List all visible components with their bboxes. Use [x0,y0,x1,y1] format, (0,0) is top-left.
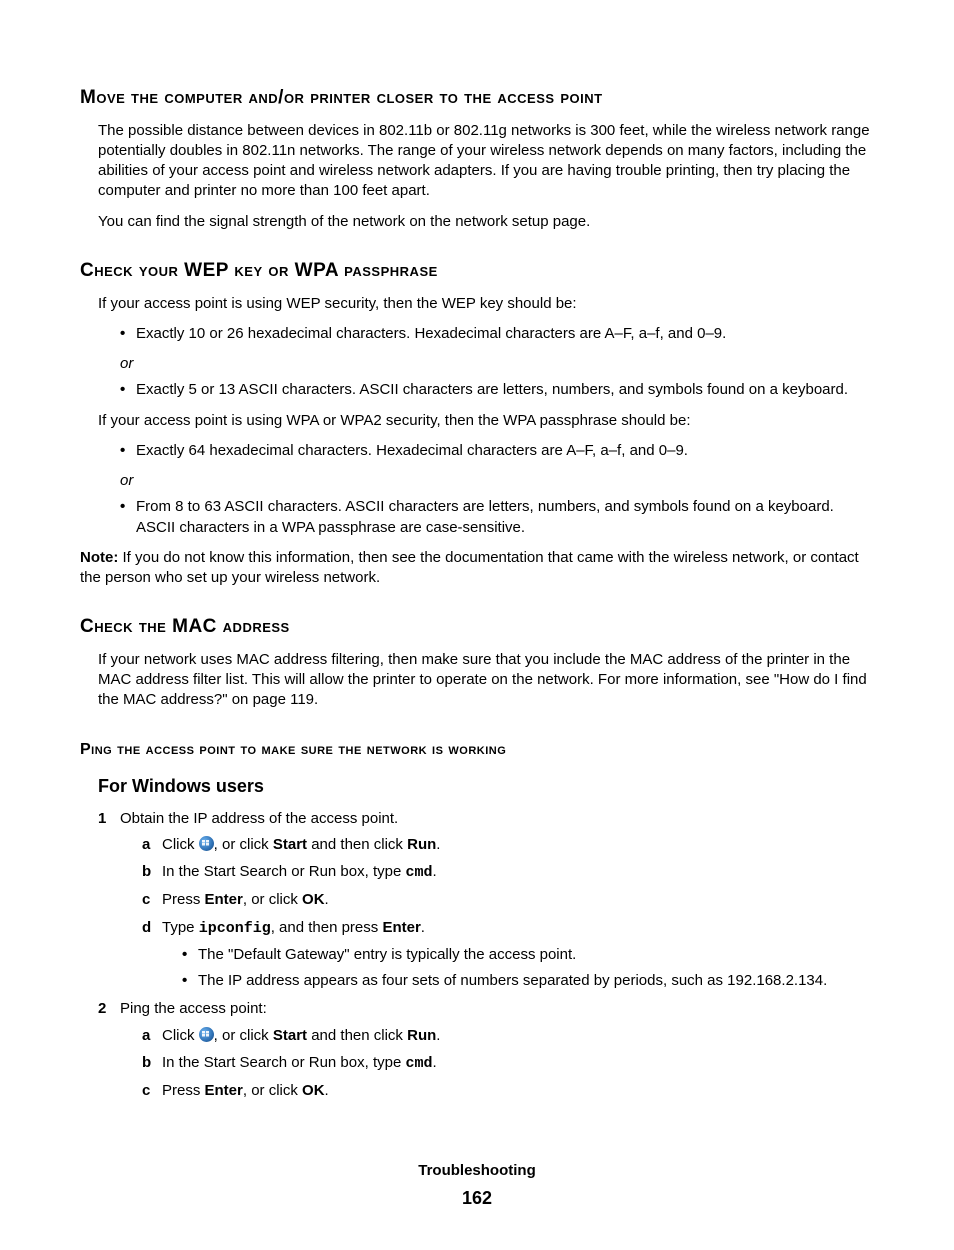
paragraph: If your network uses MAC address filteri… [98,650,874,711]
inner-bullets: The "Default Gateway" entry is typically… [162,945,874,992]
windows-start-icon [199,1027,214,1042]
note-body: If you do not know this information, the… [80,549,859,586]
section-move-closer: Move the computer and/or printer closer … [80,85,874,232]
step-1c: Press Enter, or click OK. [142,890,874,910]
section-mac-address: Check the MAC address If your network us… [80,614,874,710]
footer-title: Troubleshooting [80,1161,874,1181]
step-2: Ping the access point: Click , or click … [98,999,874,1101]
page-footer: Troubleshooting 162 [80,1161,874,1210]
numbered-list: Obtain the IP address of the access poin… [80,809,874,1102]
list-item: Exactly 5 or 13 ASCII characters. ASCII … [120,380,874,400]
note-label: Note: [80,549,118,566]
bullet-list: Exactly 10 or 26 hexadecimal characters.… [80,324,874,344]
list-item: Exactly 64 hexadecimal characters. Hexad… [120,441,874,461]
list-item: The "Default Gateway" entry is typically… [182,945,874,965]
paragraph: You can find the signal strength of the … [98,212,874,232]
step-1b: In the Start Search or Run box, type cmd… [142,862,874,883]
bullet-list: Exactly 64 hexadecimal characters. Hexad… [80,441,874,461]
list-item: The IP address appears as four sets of n… [182,971,874,991]
bullet-list: Exactly 5 or 13 ASCII characters. ASCII … [80,380,874,400]
section-ping: Ping the access point to make sure the n… [80,739,874,1102]
section-wep-wpa: Check your WEP key or WPA passphrase If … [80,258,874,588]
heading-ping: Ping the access point to make sure the n… [80,739,874,761]
step-1: Obtain the IP address of the access poin… [98,809,874,992]
step-2a: Click , or click Start and then click Ru… [142,1026,874,1046]
or-separator: or [120,471,874,491]
step-2c: Press Enter, or click OK. [142,1081,874,1101]
paragraph: If your access point is using WEP securi… [98,294,874,314]
note-paragraph: Note: If you do not know this informatio… [80,548,874,589]
heading-wep-wpa: Check your WEP key or WPA passphrase [80,258,874,284]
heading-mac: Check the MAC address [80,614,874,640]
windows-start-icon [199,836,214,851]
list-item: From 8 to 63 ASCII characters. ASCII cha… [120,497,874,538]
page-number: 162 [80,1186,874,1210]
step-text: Obtain the IP address of the access poin… [120,810,398,827]
list-item: Exactly 10 or 26 hexadecimal characters.… [120,324,874,344]
alpha-list: Click , or click Start and then click Ru… [120,1026,874,1102]
paragraph: If your access point is using WPA or WPA… [98,411,874,431]
alpha-list: Click , or click Start and then click Ru… [120,835,874,992]
heading-move-closer: Move the computer and/or printer closer … [80,85,874,111]
heading-windows-users: For Windows users [98,774,874,798]
step-text: Ping the access point: [120,1000,267,1017]
paragraph: The possible distance between devices in… [98,121,874,202]
step-2b: In the Start Search or Run box, type cmd… [142,1053,874,1074]
bullet-list: From 8 to 63 ASCII characters. ASCII cha… [80,497,874,538]
step-1a: Click , or click Start and then click Ru… [142,835,874,855]
or-separator: or [120,354,874,374]
step-1d: Type ipconfig, and then press Enter. The… [142,918,874,992]
